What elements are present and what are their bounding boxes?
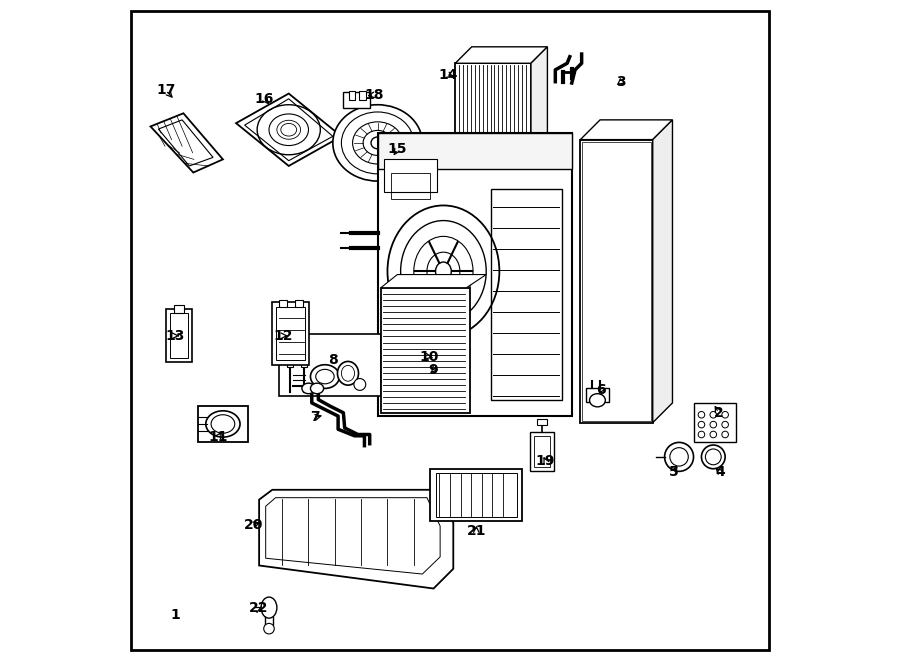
Bar (344, 93, 370, 108)
Text: 18: 18 (364, 88, 384, 102)
Bar (359, 91, 365, 100)
Polygon shape (580, 120, 672, 139)
Bar (530, 432, 554, 471)
Ellipse shape (310, 383, 324, 394)
Ellipse shape (388, 206, 500, 337)
Bar (287, 362, 293, 367)
Bar (491, 189, 562, 400)
Text: 11: 11 (209, 430, 228, 444)
Text: 6: 6 (597, 383, 607, 397)
Text: 20: 20 (244, 518, 264, 531)
Text: 5: 5 (669, 465, 679, 479)
Ellipse shape (264, 623, 274, 634)
Bar (294, 299, 302, 307)
Text: 10: 10 (419, 350, 438, 364)
Bar (378, 133, 572, 416)
Polygon shape (259, 490, 454, 588)
Bar (535, 436, 550, 467)
Bar (586, 389, 609, 402)
Bar (301, 362, 307, 367)
Bar (348, 91, 356, 100)
Text: 12: 12 (273, 329, 292, 343)
Text: 17: 17 (156, 83, 176, 97)
Text: 7: 7 (310, 410, 320, 424)
Text: 4: 4 (715, 465, 724, 479)
Bar (198, 406, 248, 442)
Ellipse shape (701, 445, 725, 469)
Text: 21: 21 (466, 524, 486, 538)
Polygon shape (652, 120, 672, 422)
Ellipse shape (338, 362, 358, 385)
Bar (378, 133, 572, 169)
Ellipse shape (261, 597, 277, 618)
Text: 14: 14 (439, 68, 458, 82)
Bar (580, 139, 652, 422)
Text: 1: 1 (170, 608, 180, 622)
Ellipse shape (354, 379, 365, 391)
Text: 3: 3 (616, 75, 626, 89)
Bar (694, 403, 736, 442)
Ellipse shape (302, 383, 315, 394)
Text: 9: 9 (428, 363, 438, 377)
Ellipse shape (590, 394, 606, 407)
Bar (279, 299, 287, 307)
Bar (279, 334, 381, 397)
Bar (415, 338, 444, 365)
Bar (276, 307, 305, 360)
Bar (537, 418, 547, 425)
Bar (582, 141, 651, 420)
Bar (273, 302, 309, 366)
Ellipse shape (333, 104, 422, 181)
Polygon shape (236, 94, 341, 166)
Text: 19: 19 (536, 454, 555, 468)
Bar (384, 159, 436, 192)
Text: 22: 22 (249, 602, 269, 615)
Text: 16: 16 (255, 92, 274, 106)
Bar (169, 313, 188, 358)
Bar (436, 473, 518, 518)
Polygon shape (531, 47, 547, 161)
Text: 2: 2 (714, 406, 724, 420)
Ellipse shape (206, 410, 240, 437)
Bar (174, 305, 184, 313)
Text: 15: 15 (388, 143, 407, 157)
Ellipse shape (664, 442, 694, 471)
Polygon shape (455, 47, 547, 63)
Ellipse shape (436, 262, 451, 280)
Text: 13: 13 (166, 329, 185, 343)
Polygon shape (381, 274, 486, 288)
Polygon shape (150, 113, 223, 173)
Ellipse shape (310, 365, 339, 389)
Bar (455, 63, 531, 161)
Bar (391, 173, 430, 199)
Text: 8: 8 (328, 353, 338, 367)
Bar (166, 309, 192, 362)
Bar (381, 288, 470, 412)
Bar (430, 469, 522, 522)
